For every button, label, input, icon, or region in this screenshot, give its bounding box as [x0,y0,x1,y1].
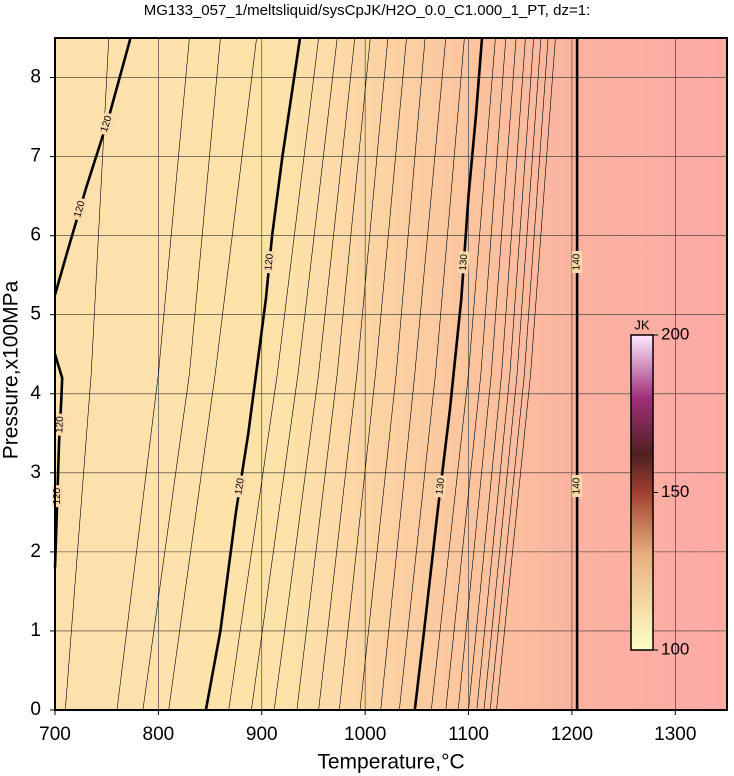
contour-label: 120 [99,114,115,134]
contour-label: 140 [572,253,583,270]
minor-contour [468,37,526,711]
minor-contour [457,37,517,711]
y-axis-label: Pressure,x100MPa [0,280,23,459]
contour-label-gap [263,250,276,274]
y-tick-label: 1 [30,620,41,641]
minor-contour [339,37,407,711]
x-axis-label: Temperature,°C [317,751,464,774]
y-tick-label: 2 [30,541,41,562]
y-tick-label: 7 [30,146,41,167]
chart-title: MG133_057_1/meltsliquid/sysCpJK/H2O_0.0_… [144,2,591,19]
plot-frame [54,37,728,711]
colorbar: JK 100 150 200 [630,317,689,658]
minor-contour [431,37,496,711]
minor-contour [273,37,356,711]
minor-contour [142,37,221,711]
minor-contour [116,37,190,711]
contour-label: 120 [52,487,64,504]
colorbar-tick-label: 150 [661,482,689,501]
minor-contour [65,37,110,711]
x-tick-label: 1100 [448,724,489,745]
contour-label-gap [71,197,88,222]
y-tick-label: 8 [30,67,41,88]
contour-label: 140 [572,477,583,494]
minor-contour [483,37,542,711]
minor-contour [476,37,534,711]
contour-label-gap [434,474,447,498]
x-tick-label: 1300 [654,724,696,745]
minor-contour [251,37,338,711]
y-tick-label: 5 [30,304,41,325]
colorbar-label: JK [634,317,650,332]
y-tick-label: 0 [30,699,41,720]
minor-contour [168,37,257,711]
contour-label: 120 [54,416,66,434]
contours: 120 120 120 120 120 120 130 130 140 140 [52,37,583,711]
minor-contour [489,37,549,711]
minor-contour [399,37,465,711]
y-tick-label: 3 [30,462,41,483]
colorbar-tick-label: 100 [661,639,689,658]
x-tick-label: 1000 [344,724,386,745]
contour-label-gap [233,474,247,499]
major-contour [204,37,302,711]
x-tick-label: 700 [39,724,71,745]
x-tick-label: 800 [143,724,175,745]
contour-label-gap [572,475,583,497]
contour-label-gap [572,251,583,273]
contour-label: 120 [72,199,87,219]
minor-contour [496,37,556,711]
contour-label-gap [98,112,115,137]
contour-label: 130 [458,253,470,271]
y-tick-label: 4 [30,383,41,404]
contour-label: 120 [263,253,276,271]
contour-label-gap [458,251,470,274]
minor-contour [359,37,426,711]
minor-contour [445,37,507,711]
contour-label-gap [54,413,66,436]
contour-label: 120 [233,477,247,496]
axes: 700 800 900 1000 1100 1200 1300 0 1 2 3 4 5 6 7 8 [30,67,696,745]
minor-contour [380,37,447,711]
minor-contour [228,37,319,711]
x-tick-label: 900 [246,724,278,745]
y-tick-label: 6 [30,225,41,246]
major-contour [53,37,132,296]
minor-contour [318,37,389,711]
major-contour [413,37,484,711]
x-tick-label: 1200 [551,724,593,745]
colorbar-tick-label: 200 [661,324,689,343]
minor-contour [296,37,371,711]
plot-background [55,38,727,710]
contour-label: 130 [434,477,447,495]
colorbar-scale [630,334,654,651]
